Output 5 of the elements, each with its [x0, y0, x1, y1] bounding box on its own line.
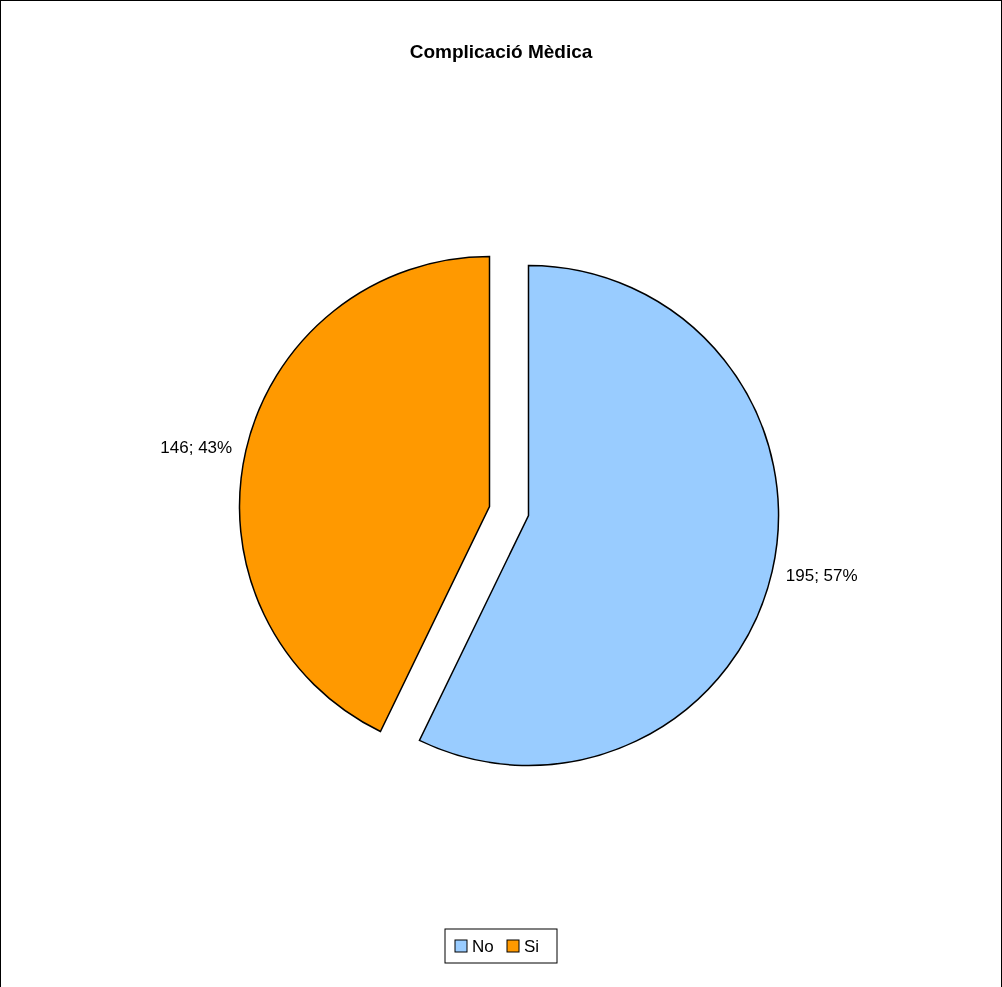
- chart-title: Complicació Mèdica: [409, 41, 593, 62]
- legend-label: No: [472, 937, 494, 956]
- legend-label: Si: [524, 937, 540, 956]
- data-label: 195; 57%: [785, 565, 858, 585]
- data-label: 146; 43%: [160, 438, 233, 458]
